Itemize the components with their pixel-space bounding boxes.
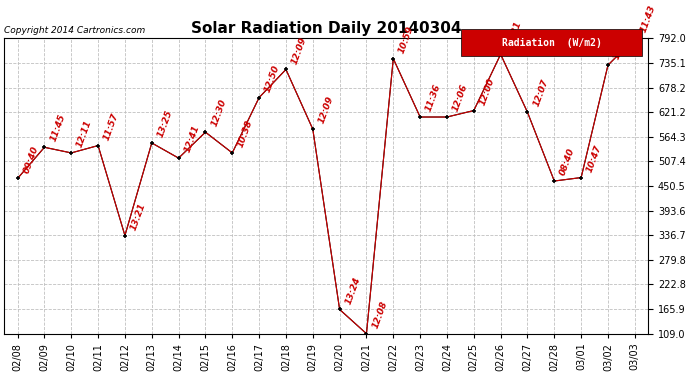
- Point: [227, 150, 238, 156]
- Point: [39, 144, 50, 150]
- Point: [12, 176, 23, 181]
- Text: 12:11: 12:11: [75, 119, 94, 149]
- Text: 12:08: 12:08: [371, 300, 389, 330]
- Point: [307, 126, 318, 132]
- Text: 12:00: 12:00: [478, 76, 496, 106]
- Point: [602, 62, 613, 68]
- Text: 09:40: 09:40: [22, 144, 40, 174]
- FancyBboxPatch shape: [462, 30, 642, 56]
- Point: [92, 142, 104, 148]
- Point: [254, 94, 265, 100]
- Text: 10:47: 10:47: [585, 143, 604, 173]
- Point: [119, 232, 130, 238]
- Text: 11:36: 11:36: [424, 83, 442, 113]
- Text: 12:09: 12:09: [317, 95, 335, 125]
- Point: [469, 108, 480, 114]
- Point: [522, 109, 533, 115]
- Text: 10:59: 10:59: [397, 24, 415, 54]
- Point: [146, 140, 157, 146]
- Point: [575, 174, 586, 180]
- Point: [388, 56, 399, 62]
- Text: 12:50: 12:50: [264, 63, 282, 93]
- Text: 13:25: 13:25: [156, 109, 174, 139]
- Title: Solar Radiation Daily 20140304: Solar Radiation Daily 20140304: [191, 21, 462, 36]
- Point: [549, 178, 560, 184]
- Point: [361, 331, 372, 337]
- Text: Copyright 2014 Cartronics.com: Copyright 2014 Cartronics.com: [4, 26, 146, 35]
- Text: 13:24: 13:24: [344, 275, 362, 305]
- Point: [629, 35, 640, 41]
- Text: 13:21: 13:21: [129, 201, 148, 231]
- Text: 12:07: 12:07: [531, 78, 550, 108]
- Text: 11:31: 11:31: [505, 20, 523, 50]
- Point: [442, 114, 453, 120]
- Text: 08:40: 08:40: [558, 147, 577, 177]
- Point: [280, 66, 291, 72]
- Point: [495, 51, 506, 57]
- Text: 11:57: 11:57: [102, 111, 121, 141]
- Text: 12:06: 12:06: [451, 83, 469, 113]
- Text: 12:41: 12:41: [183, 124, 201, 154]
- Text: 12:30: 12:30: [210, 98, 228, 128]
- Text: 12:09: 12:09: [290, 35, 308, 65]
- Text: 11:43: 11:43: [639, 4, 658, 34]
- Point: [200, 129, 211, 135]
- Text: 11:45: 11:45: [48, 113, 67, 143]
- Point: [66, 150, 77, 156]
- Point: [334, 306, 345, 312]
- Point: [173, 155, 184, 161]
- Text: 10:38: 10:38: [237, 119, 255, 149]
- Point: [415, 114, 426, 120]
- Text: Radiation  (W/m2): Radiation (W/m2): [502, 38, 602, 48]
- Text: 11:36: 11:36: [612, 31, 631, 61]
